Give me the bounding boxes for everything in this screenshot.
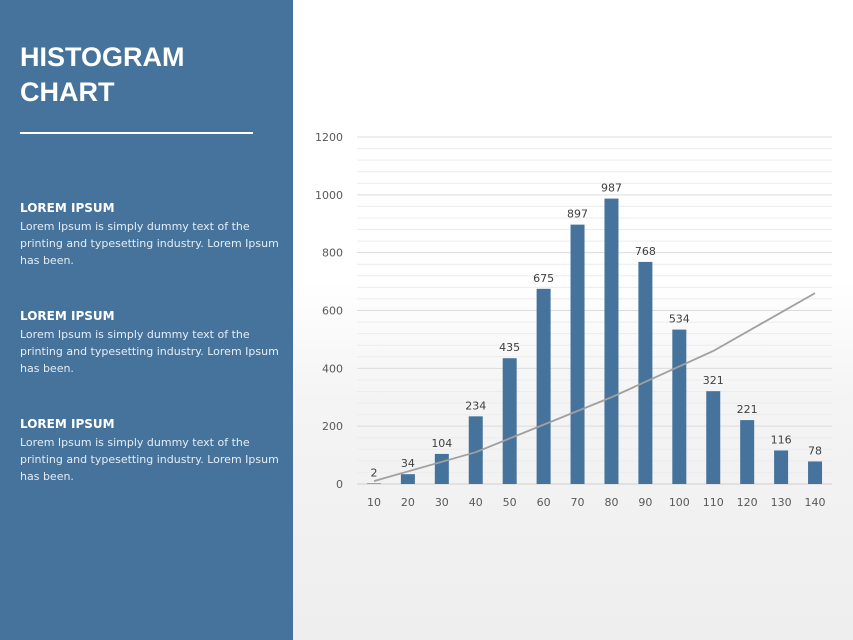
y-tick-label: 1200 [315, 131, 343, 144]
y-tick-label: 200 [322, 420, 343, 433]
bar [366, 483, 381, 484]
bar [400, 474, 415, 484]
section-body: Lorem Ipsum is simply dummy text of the … [20, 328, 279, 375]
bar [468, 416, 483, 484]
section-body: Lorem Ipsum is simply dummy text of the … [20, 220, 279, 267]
data-label: 435 [499, 341, 520, 354]
bar [774, 450, 789, 484]
text-section: LOREM IPSUM Lorem Ipsum is simply dummy … [20, 200, 280, 269]
data-label: 78 [808, 444, 822, 457]
bar [570, 224, 585, 484]
x-tick-label: 40 [469, 496, 483, 509]
data-label: 116 [771, 433, 792, 446]
bar [638, 261, 653, 484]
bar [604, 198, 619, 484]
x-tick-label: 20 [401, 496, 415, 509]
y-tick-label: 800 [322, 247, 343, 260]
divider [20, 132, 253, 134]
bar [502, 358, 517, 484]
y-tick-label: 600 [322, 305, 343, 318]
title-line-2: CHART [20, 77, 115, 107]
x-tick-label: 70 [571, 496, 585, 509]
data-label: 897 [567, 208, 588, 221]
data-label: 768 [635, 245, 656, 258]
x-tick-label: 100 [669, 496, 690, 509]
bar [536, 288, 551, 484]
trendline [373, 292, 816, 482]
x-tick-label: 110 [703, 496, 724, 509]
x-tick-label: 50 [503, 496, 517, 509]
data-label: 2 [370, 466, 377, 479]
text-section: LOREM IPSUM Lorem Ipsum is simply dummy … [20, 308, 280, 377]
data-label: 34 [401, 457, 415, 470]
bar [808, 461, 823, 484]
bar [434, 453, 449, 484]
page-title: HISTOGRAM CHART [20, 40, 260, 110]
data-label: 234 [465, 399, 486, 412]
y-tick-label: 0 [336, 478, 343, 491]
bar [740, 420, 755, 484]
data-label: 321 [703, 374, 724, 387]
bar [672, 329, 687, 484]
x-tick-label: 130 [771, 496, 792, 509]
data-label: 534 [669, 313, 690, 326]
text-section: LOREM IPSUM Lorem Ipsum is simply dummy … [20, 416, 280, 485]
data-label: 221 [737, 403, 758, 416]
x-tick-label: 140 [805, 496, 826, 509]
bar [706, 391, 721, 484]
x-tick-label: 90 [638, 496, 652, 509]
data-label: 104 [431, 437, 452, 450]
section-body: Lorem Ipsum is simply dummy text of the … [20, 436, 279, 483]
x-tick-label: 120 [737, 496, 758, 509]
side-panel: HISTOGRAM CHART LOREM IPSUM Lorem Ipsum … [0, 0, 293, 640]
data-label: 987 [601, 182, 622, 195]
y-tick-label: 1000 [315, 189, 343, 202]
histogram-chart: 0 200 400 600 800 1000 1200 2 10 34 20 104 30 234 40 43… [315, 131, 832, 509]
x-tick-label: 30 [435, 496, 449, 509]
section-heading: LOREM IPSUM [20, 417, 115, 431]
x-tick-label: 80 [604, 496, 618, 509]
x-tick-label: 60 [537, 496, 551, 509]
title-line-1: HISTOGRAM [20, 42, 185, 72]
data-label: 675 [533, 272, 554, 285]
section-heading: LOREM IPSUM [20, 309, 115, 323]
y-tick-label: 400 [322, 362, 343, 375]
chart-area: 0 200 400 600 800 1000 1200 2 10 34 20 104 30 234 40 43… [293, 0, 853, 640]
x-tick-label: 10 [367, 496, 381, 509]
section-heading: LOREM IPSUM [20, 201, 115, 215]
